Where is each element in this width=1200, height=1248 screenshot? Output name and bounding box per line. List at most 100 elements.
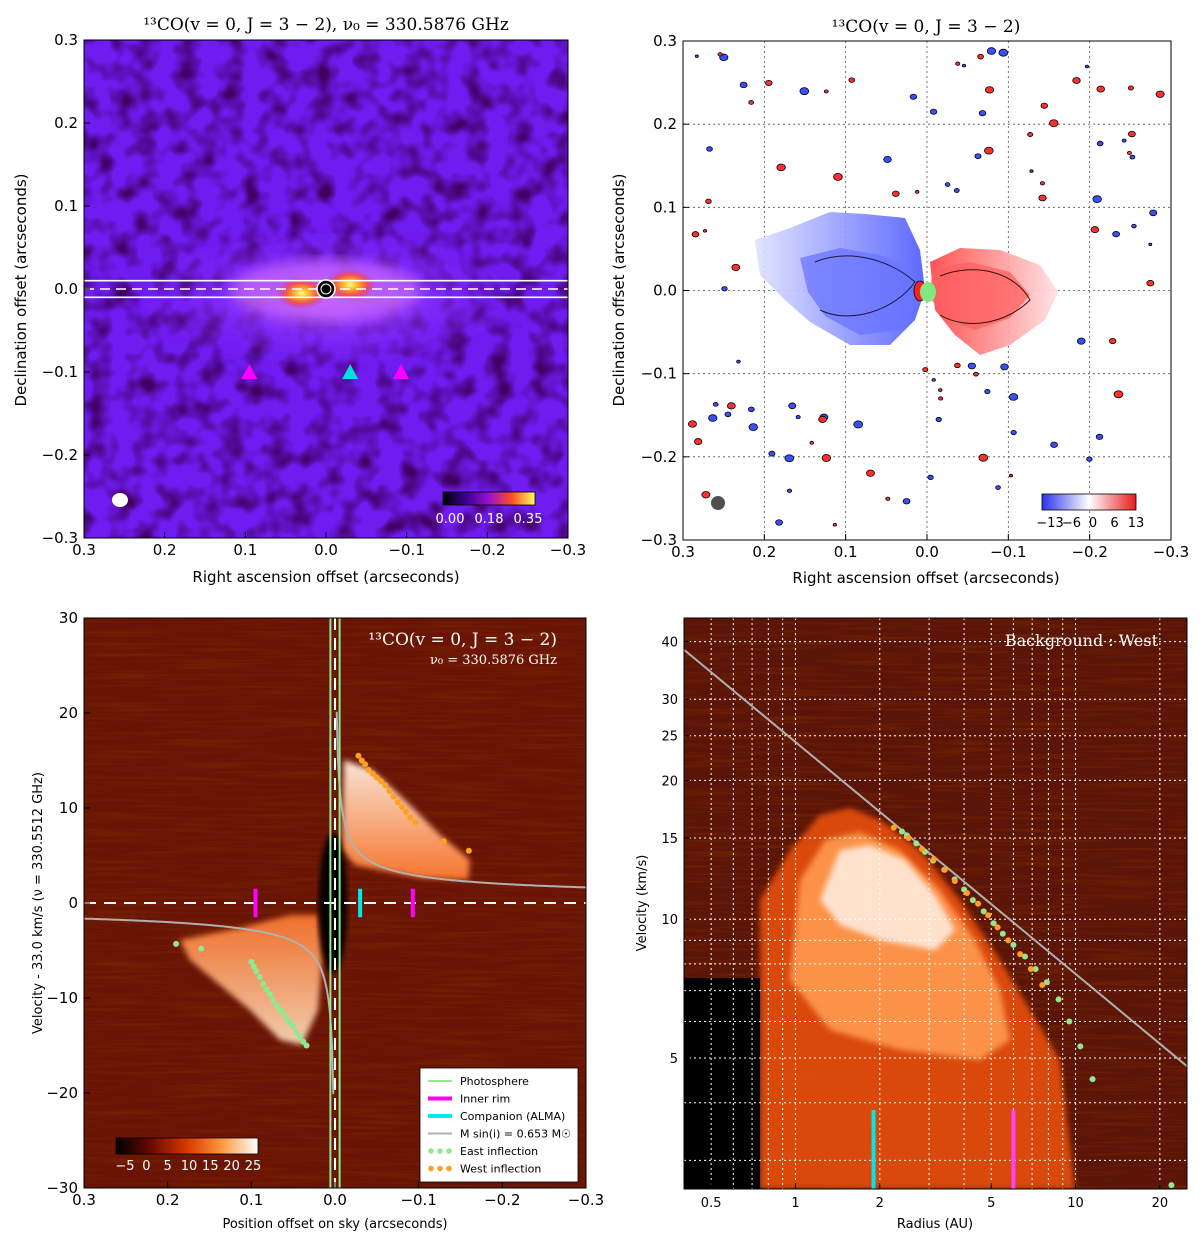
p3-west-inflection-point	[403, 808, 410, 815]
p2-xtick-label: 0.1	[834, 543, 858, 561]
p3-xlabel: Position offset on sky (arcseconds)	[222, 1217, 447, 1232]
p3-legend-swatch	[446, 1148, 452, 1154]
p2-noise-speckle	[922, 367, 929, 373]
p2-noise-speckle	[1008, 473, 1014, 478]
p2-noise-speckle	[1095, 433, 1104, 440]
p4-ytick-label: 15	[661, 832, 678, 847]
p2-xtick-label: −0.1	[990, 543, 1026, 561]
p2-noise-speckle	[731, 263, 741, 271]
p2-center-green	[920, 282, 936, 302]
p2-noise-speckle	[1108, 338, 1117, 345]
p3-legend-swatch	[437, 1148, 443, 1154]
p3-east-inflection-point	[198, 945, 205, 952]
p2-noise-speckle	[1049, 119, 1059, 128]
p3-west-inflection-point	[390, 793, 397, 800]
p3-east-inflection-point	[270, 996, 277, 1003]
p4-frame	[683, 617, 1188, 1190]
p4-ytick-label: 5	[670, 1052, 678, 1067]
p3-east-inflection-point	[303, 1042, 310, 1049]
p3-legend-swatch	[437, 1165, 443, 1172]
p4-east-inflection-point	[1077, 1043, 1084, 1050]
p2-noise-speckle	[748, 423, 758, 431]
p1-star-ring	[320, 283, 332, 295]
p3-east-inflection-point	[290, 1023, 297, 1030]
p2-noise-speckle	[985, 86, 995, 94]
p3-ytick-label: 30	[59, 609, 78, 627]
p2-red-core	[930, 262, 1030, 330]
p2-noise-speckle	[1129, 154, 1136, 160]
p4-east-inflection-point	[1010, 941, 1017, 948]
p3-west-inflection-point	[382, 782, 389, 789]
p4-east-inflection-point	[990, 920, 997, 927]
p3-title: ¹³CO(v = 0, J = 3 − 2)	[368, 630, 557, 650]
p2-cbar-label: 6	[1110, 516, 1118, 531]
p2-noise-speckle	[736, 359, 741, 364]
p3-cbar-label: 5	[164, 1159, 172, 1174]
p2-cbar-label: −6	[1062, 516, 1081, 531]
p1-star-mask	[316, 279, 336, 299]
p2-noise-speckle	[938, 396, 944, 401]
p2-noise-speckle	[1000, 363, 1009, 371]
p4-east-inflection-point	[1032, 965, 1039, 972]
p2-noise-speckle	[1146, 279, 1155, 287]
p2-noise-speckle	[799, 87, 810, 96]
p2-noise-speckle	[712, 401, 719, 407]
p4-west-inflection-point	[930, 856, 937, 863]
p4-west-inflection-point	[918, 845, 925, 852]
p3-cbar-label: 25	[245, 1159, 262, 1174]
p2-noise-speckle	[902, 498, 911, 505]
p2-blue-core	[800, 248, 920, 335]
p1-ytick-label: 0.2	[54, 114, 78, 132]
p3-east-inflection-point	[293, 1029, 300, 1036]
p1-inner-rim-marker	[393, 364, 410, 379]
p1-colorbar	[442, 491, 536, 506]
p2-noise-speckle	[973, 371, 979, 377]
p4-west-inflection-point	[1017, 951, 1024, 958]
p1-beam	[112, 493, 128, 507]
p4-xlabel: Radius (AU)	[897, 1217, 973, 1232]
p4-east-inflection-point	[999, 930, 1006, 937]
p4-west-inflection-point	[975, 900, 982, 907]
p2-title: ¹³CO(v = 0, J = 3 − 2)	[832, 17, 1021, 37]
p2-noise-speckle	[986, 47, 997, 55]
p2-ytick-label: −0.2	[641, 448, 677, 466]
p2-noise-speckle	[998, 48, 1009, 57]
p3-xtick-label: −0.1	[400, 1191, 436, 1209]
p2-ytick-label: 0.3	[653, 32, 677, 50]
p3-ytick-label: −20	[46, 1084, 78, 1102]
p3-ytick-label: −30	[46, 1179, 78, 1197]
p2-noise-speckle	[885, 496, 891, 501]
p2-colorbar	[1041, 493, 1137, 511]
p2-noise-speckle	[1127, 85, 1134, 91]
p4-west-inflection-point	[1005, 937, 1012, 944]
p4-xtick-label: 2	[876, 1196, 884, 1211]
p2-noise-speckle	[786, 488, 793, 493]
p1-ytick-label: −0.1	[42, 363, 78, 381]
p1-cbar-label: 0.35	[514, 512, 543, 527]
p4-west-inflection-point	[964, 889, 971, 896]
p2-noise-speckle	[1076, 337, 1086, 345]
p3-kepler-curve-west	[335, 711, 586, 889]
p3-kepler-curve-east	[84, 917, 335, 1095]
p2-noise-speckle	[748, 406, 755, 413]
p4-ytick-label: 20	[661, 774, 678, 789]
p3-cbar-label: 10	[181, 1159, 198, 1174]
p4-ylabel: Velocity (km/s)	[635, 855, 650, 952]
p3-cbar-label: 20	[223, 1159, 240, 1174]
p3-east-inflection-point	[253, 968, 260, 975]
p2-noise-speckle	[1096, 140, 1104, 147]
p4-ytick-label: 25	[661, 730, 678, 745]
p2-noise-speckle	[1040, 102, 1048, 109]
p1-title: ¹³CO(v = 0, J = 3 − 2), ν₀ = 330.5876 GH…	[143, 15, 509, 35]
p1-xtick-label: −0.1	[388, 541, 424, 559]
p2-noise-speckle	[848, 77, 856, 83]
p2-noise-speckle	[833, 172, 843, 181]
p2-noise-speckle	[823, 89, 829, 94]
p1-ylabel: Declination offset (arcseconds)	[12, 173, 30, 406]
p2-noise-speckle	[705, 198, 712, 205]
p3-east-inflection-point	[263, 986, 270, 993]
p2-noise-speckle	[776, 163, 786, 172]
p2-noise-speckle	[1029, 169, 1034, 173]
p4-west-inflection-point	[1039, 982, 1046, 989]
p2-noise-speckle	[727, 402, 736, 410]
